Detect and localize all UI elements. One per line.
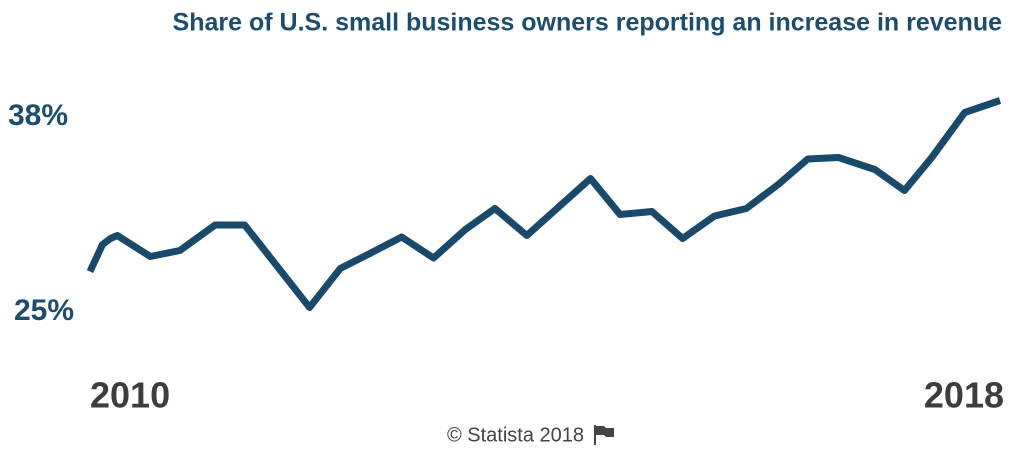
x-tick-label: 2018 bbox=[924, 375, 1004, 416]
source: © Statista 2018 bbox=[447, 424, 584, 446]
y-tick-label: 25% bbox=[14, 294, 74, 327]
flag-icon bbox=[594, 425, 614, 445]
chart-title: Share of U.S. small business owners repo… bbox=[173, 9, 1003, 37]
x-tick-label: 2010 bbox=[90, 375, 170, 416]
y-tick-label: 38% bbox=[8, 99, 68, 132]
data-line bbox=[86, 97, 1002, 311]
